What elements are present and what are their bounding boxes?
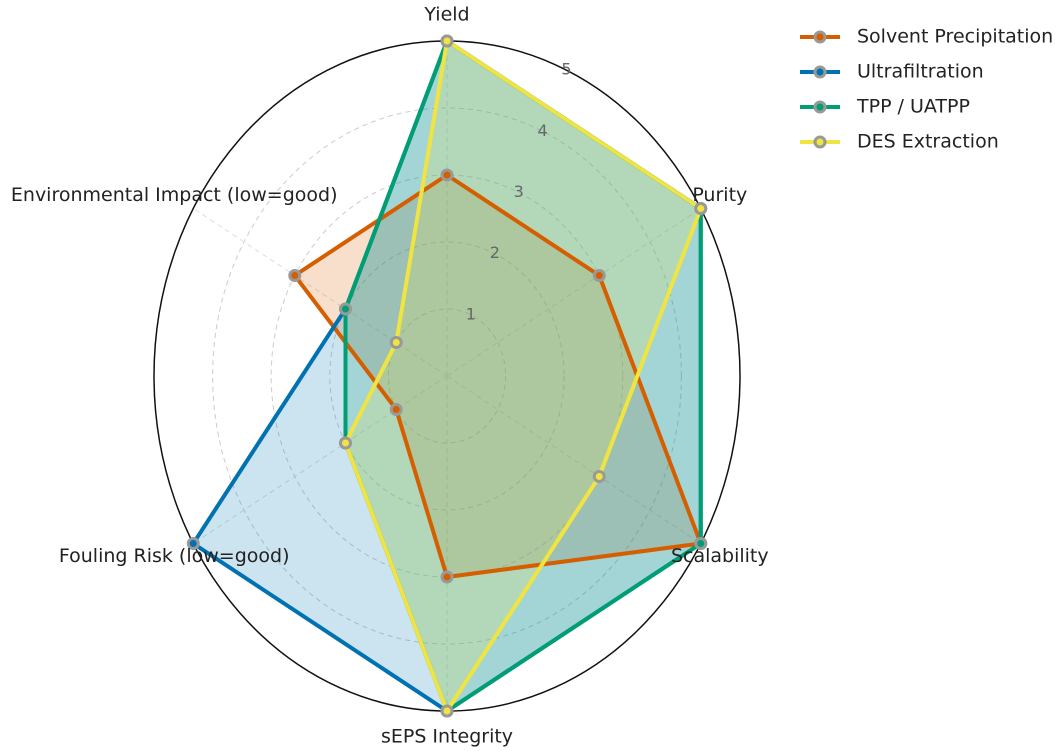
series-point bbox=[389, 403, 403, 416]
series-point bbox=[592, 470, 606, 483]
r-tick-label: 3 bbox=[514, 182, 524, 201]
category-label: Scalability bbox=[671, 545, 769, 567]
spoke bbox=[192, 375, 448, 544]
grid-ring bbox=[387, 308, 507, 444]
legend-label: TPP / UATPP bbox=[856, 96, 970, 118]
series-area bbox=[193, 41, 701, 711]
category-label: sEPS Integrity bbox=[381, 726, 513, 748]
series-point bbox=[339, 436, 353, 450]
category-label: Environmental Impact (low=good) bbox=[11, 184, 338, 206]
legend-marker bbox=[813, 135, 827, 149]
grid-ring bbox=[270, 174, 624, 578]
series-point bbox=[440, 34, 454, 48]
legend-label: Solvent Precipitation bbox=[857, 26, 1053, 48]
series-point bbox=[440, 570, 454, 584]
legend-marker bbox=[813, 100, 827, 114]
series-point bbox=[186, 537, 200, 550]
category-label: Yield bbox=[423, 4, 469, 26]
spoke bbox=[446, 208, 702, 377]
series-point bbox=[694, 202, 708, 215]
series-point bbox=[389, 336, 403, 349]
series-point bbox=[694, 537, 708, 550]
series-point bbox=[440, 704, 454, 718]
series-point bbox=[339, 302, 353, 316]
r-tick-label: 2 bbox=[490, 243, 500, 262]
category-label: Purity bbox=[692, 184, 747, 206]
legend-label: DES Extraction bbox=[857, 131, 999, 153]
series-area bbox=[345, 41, 701, 711]
category-label: Fouling Risk (low=good) bbox=[59, 545, 290, 567]
grid-ring bbox=[329, 241, 565, 511]
series-point bbox=[592, 269, 606, 282]
spoke bbox=[192, 208, 448, 377]
grid-ring bbox=[212, 107, 682, 645]
series-area bbox=[345, 41, 701, 711]
legend-marker bbox=[813, 65, 827, 79]
r-tick-label: 1 bbox=[466, 304, 476, 323]
r-tick-label: 4 bbox=[537, 121, 547, 140]
series-point bbox=[288, 269, 302, 282]
series-point bbox=[440, 168, 454, 182]
r-tick-label: 5 bbox=[561, 60, 571, 79]
legend-marker bbox=[813, 30, 827, 44]
legend-label: Ultrafiltration bbox=[857, 61, 984, 83]
spoke bbox=[446, 375, 702, 544]
